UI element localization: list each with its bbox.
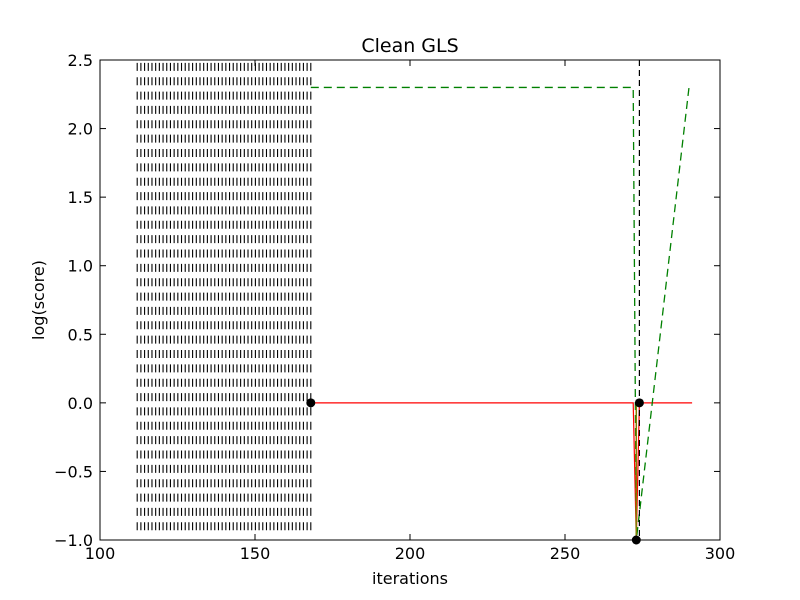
hatch-row <box>136 364 312 373</box>
hatch-row <box>136 235 312 244</box>
hatch-row <box>136 177 312 186</box>
hatch-row <box>136 278 312 287</box>
series-line-green-dashed <box>310 86 690 541</box>
hatch-row <box>136 120 312 129</box>
y-tick-label: −1.0 <box>54 531 93 550</box>
y-tick-label: 2.0 <box>68 120 93 139</box>
hatch-row <box>136 479 312 488</box>
y-tick-label: 0.0 <box>68 394 93 413</box>
hatch-row <box>136 62 312 71</box>
hatch-row <box>136 220 312 229</box>
hatch-row <box>136 134 312 143</box>
series-line-red-solid <box>310 402 693 541</box>
hatch-row <box>136 321 312 330</box>
axis-ticks: 100 150 200 250 300 −1.0 −0.5 0.0 0.5 1.0 1.5 2.0 2.… <box>54 51 735 563</box>
x-tick-label: 150 <box>240 544 271 563</box>
hatch-row <box>136 91 312 100</box>
hatch-row <box>136 350 312 358</box>
data-point-marker <box>306 398 316 408</box>
hatch-row <box>136 192 312 201</box>
y-axis-title: log(score) <box>29 260 48 340</box>
hatch-row <box>136 507 312 516</box>
y-tick-label: 2.5 <box>68 51 93 70</box>
x-tick-label: 250 <box>550 544 581 563</box>
hatch-row <box>136 378 312 387</box>
hatch-row <box>136 335 312 344</box>
series-group <box>310 60 693 541</box>
y-tick-label: 0.5 <box>68 325 93 344</box>
hatch-row <box>136 105 312 114</box>
hatch-row <box>136 393 312 402</box>
hatch-row <box>136 421 312 430</box>
y-tick-label: 1.0 <box>68 257 93 276</box>
x-tick-label: 200 <box>395 544 426 563</box>
hatch-row <box>136 407 312 416</box>
hatch-row <box>136 249 312 258</box>
hatch-row <box>136 306 312 315</box>
y-tick-label: −0.5 <box>54 462 93 481</box>
hatch-row <box>136 263 312 272</box>
marker-group <box>306 398 644 545</box>
data-point-marker <box>634 398 644 408</box>
hatch-row <box>136 292 312 301</box>
hatch-row <box>136 450 312 459</box>
hatch-row <box>136 206 312 215</box>
y-tick-label: 1.5 <box>68 188 93 207</box>
x-axis-title: iterations <box>372 569 448 588</box>
hatch-block <box>136 62 312 531</box>
x-tick-label: 300 <box>705 544 736 563</box>
hatch-row <box>136 522 312 531</box>
hatch-row <box>136 77 312 86</box>
hatch-row <box>136 149 312 157</box>
chart-title: Clean GLS <box>361 35 458 57</box>
hatch-row <box>136 464 312 473</box>
hatch-row <box>136 493 312 502</box>
hatch-row <box>136 436 312 445</box>
x-tick-label: 100 <box>85 544 116 563</box>
hatch-row <box>136 163 312 172</box>
